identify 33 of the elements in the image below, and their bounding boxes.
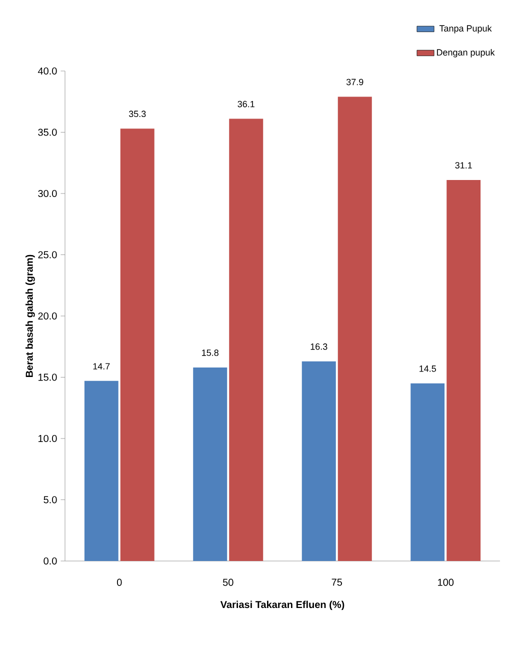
- y-axis-title: Berat basah gabah (gram): [26, 254, 35, 378]
- y-tick-label: 20.0: [38, 312, 57, 320]
- data-label: 35.3: [128, 110, 146, 118]
- y-tick-label: 5.0: [44, 496, 57, 504]
- y-tick-label: 0.0: [44, 557, 57, 565]
- data-label: 37.9: [346, 78, 364, 86]
- bar: [338, 96, 372, 561]
- data-label: 31.1: [455, 162, 472, 169]
- y-tick-label: 40.0: [38, 67, 57, 75]
- y-tick-label: 15.0: [38, 374, 57, 381]
- data-label: 36.1: [238, 100, 254, 108]
- legend-label: Tanpa Pupuk: [439, 24, 492, 34]
- bar: [84, 380, 118, 561]
- x-axis-title: Variasi Takaran Efluen (%): [220, 600, 344, 610]
- data-label: 14.5: [420, 366, 436, 372]
- y-tick-label: 10.0: [38, 434, 57, 442]
- x-tick-label: 50: [222, 578, 234, 586]
- x-tick-label: 0: [116, 578, 122, 586]
- bar: [410, 383, 445, 561]
- bar: [229, 118, 264, 561]
- data-label: 15.8: [202, 350, 218, 356]
- data-label: 16.3: [310, 343, 328, 350]
- bar: [446, 180, 481, 561]
- y-tick-label: 25.0: [38, 251, 57, 258]
- bar: [193, 367, 228, 561]
- data-label: 14.7: [93, 363, 110, 370]
- y-tick-label: 35.0: [38, 128, 57, 136]
- bar: [120, 128, 154, 561]
- y-tick-label: 30.0: [38, 190, 57, 198]
- x-tick-label: 100: [438, 578, 454, 586]
- legend-label: Dengan pupuk: [436, 48, 495, 58]
- bar: [302, 361, 336, 561]
- x-tick-label: 75: [332, 578, 342, 586]
